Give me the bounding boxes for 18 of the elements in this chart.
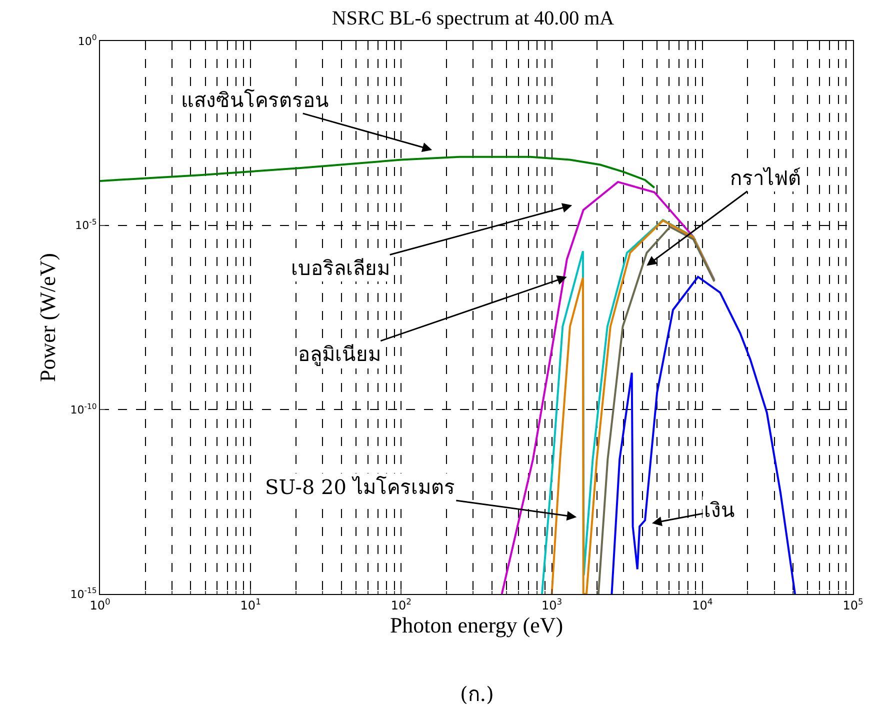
y-tick-label: 10$^{-10}$ (70, 402, 97, 417)
x-tick-label: 10$^{4}$ (692, 596, 713, 612)
x-axis-title: Photon energy (eV) (390, 612, 564, 638)
annotation: กราไฟต์ (730, 166, 801, 190)
y-tick-label: 10$^{0}$ (78, 33, 97, 48)
annotation: อลูมิเนียม (298, 342, 381, 367)
y-axis-title: Power (W/eV) (35, 253, 60, 382)
x-tick-label: 10$^{2}$ (390, 596, 412, 612)
annotation: เงิน (704, 498, 735, 522)
annotation: เบอริลเลียม (291, 256, 390, 280)
x-tick-label: 10$^{1}$ (240, 596, 261, 612)
x-tick-label: 10$^{3}$ (541, 596, 562, 612)
text: (ก.) (460, 682, 494, 706)
chart-title: NSRC BL-6 spectrum at 40.00 mA (332, 8, 615, 30)
y-tick-label: 10$^{-5}$ (75, 218, 97, 232)
annotation: แสงซินโครตรอน (181, 88, 329, 112)
x-tick-label: 10$^{5}$ (842, 596, 864, 612)
annotation: SU-8 20 ไมโครเมตร (265, 475, 455, 499)
